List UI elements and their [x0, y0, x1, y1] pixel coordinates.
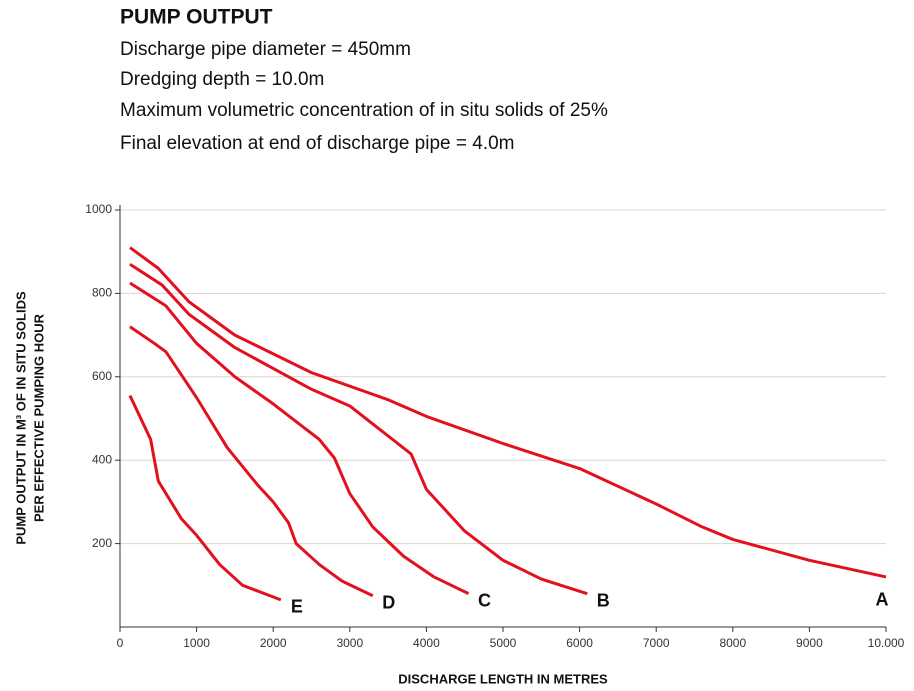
series-line [128, 394, 282, 602]
series-line [129, 325, 374, 598]
series-label: A [876, 590, 889, 610]
y-tick-label: 800 [92, 286, 112, 300]
series-label: E [291, 597, 303, 617]
series-line [129, 262, 588, 596]
chart-title: PUMP OUTPUT [120, 6, 273, 29]
series-label: C [478, 590, 491, 610]
x-tick-label: 10.000 [868, 636, 905, 650]
x-tick-label: 7000 [643, 636, 670, 650]
x-tick-label: 9000 [796, 636, 823, 650]
y-tick-label: 400 [92, 452, 112, 466]
x-tick-label: 3000 [336, 636, 363, 650]
x-tick-label: 6000 [566, 636, 593, 650]
subtitle: Final elevation at end of discharge pipe… [120, 133, 515, 154]
series-line [129, 281, 470, 595]
x-tick-label: 5000 [490, 636, 517, 650]
x-tick-label: 4000 [413, 636, 440, 650]
series-label: D [382, 592, 395, 612]
series-label: B [597, 590, 610, 610]
y-axis-label: PER EFFECTIVE PUMPING HOUR [31, 313, 46, 522]
x-tick-label: 8000 [719, 636, 746, 650]
subtitle: Maximum volumetric concentration of in s… [120, 100, 608, 121]
x-axis-label: DISCHARGE LENGTH IN METRES [398, 671, 608, 686]
x-tick-label: 2000 [260, 636, 287, 650]
subtitle: Discharge pipe diameter = 450mm [120, 39, 411, 60]
x-tick-label: 1000 [183, 636, 210, 650]
subtitle: Dredging depth = 10.0m [120, 69, 324, 90]
y-axis-label: PUMP OUTPUT IN M³ OF IN SITU SOLIDS [13, 291, 28, 545]
y-tick-label: 1000 [85, 202, 112, 216]
x-tick-label: 0 [117, 636, 124, 650]
series-line [129, 246, 887, 579]
y-tick-label: 600 [92, 369, 112, 383]
y-tick-label: 200 [92, 536, 112, 550]
